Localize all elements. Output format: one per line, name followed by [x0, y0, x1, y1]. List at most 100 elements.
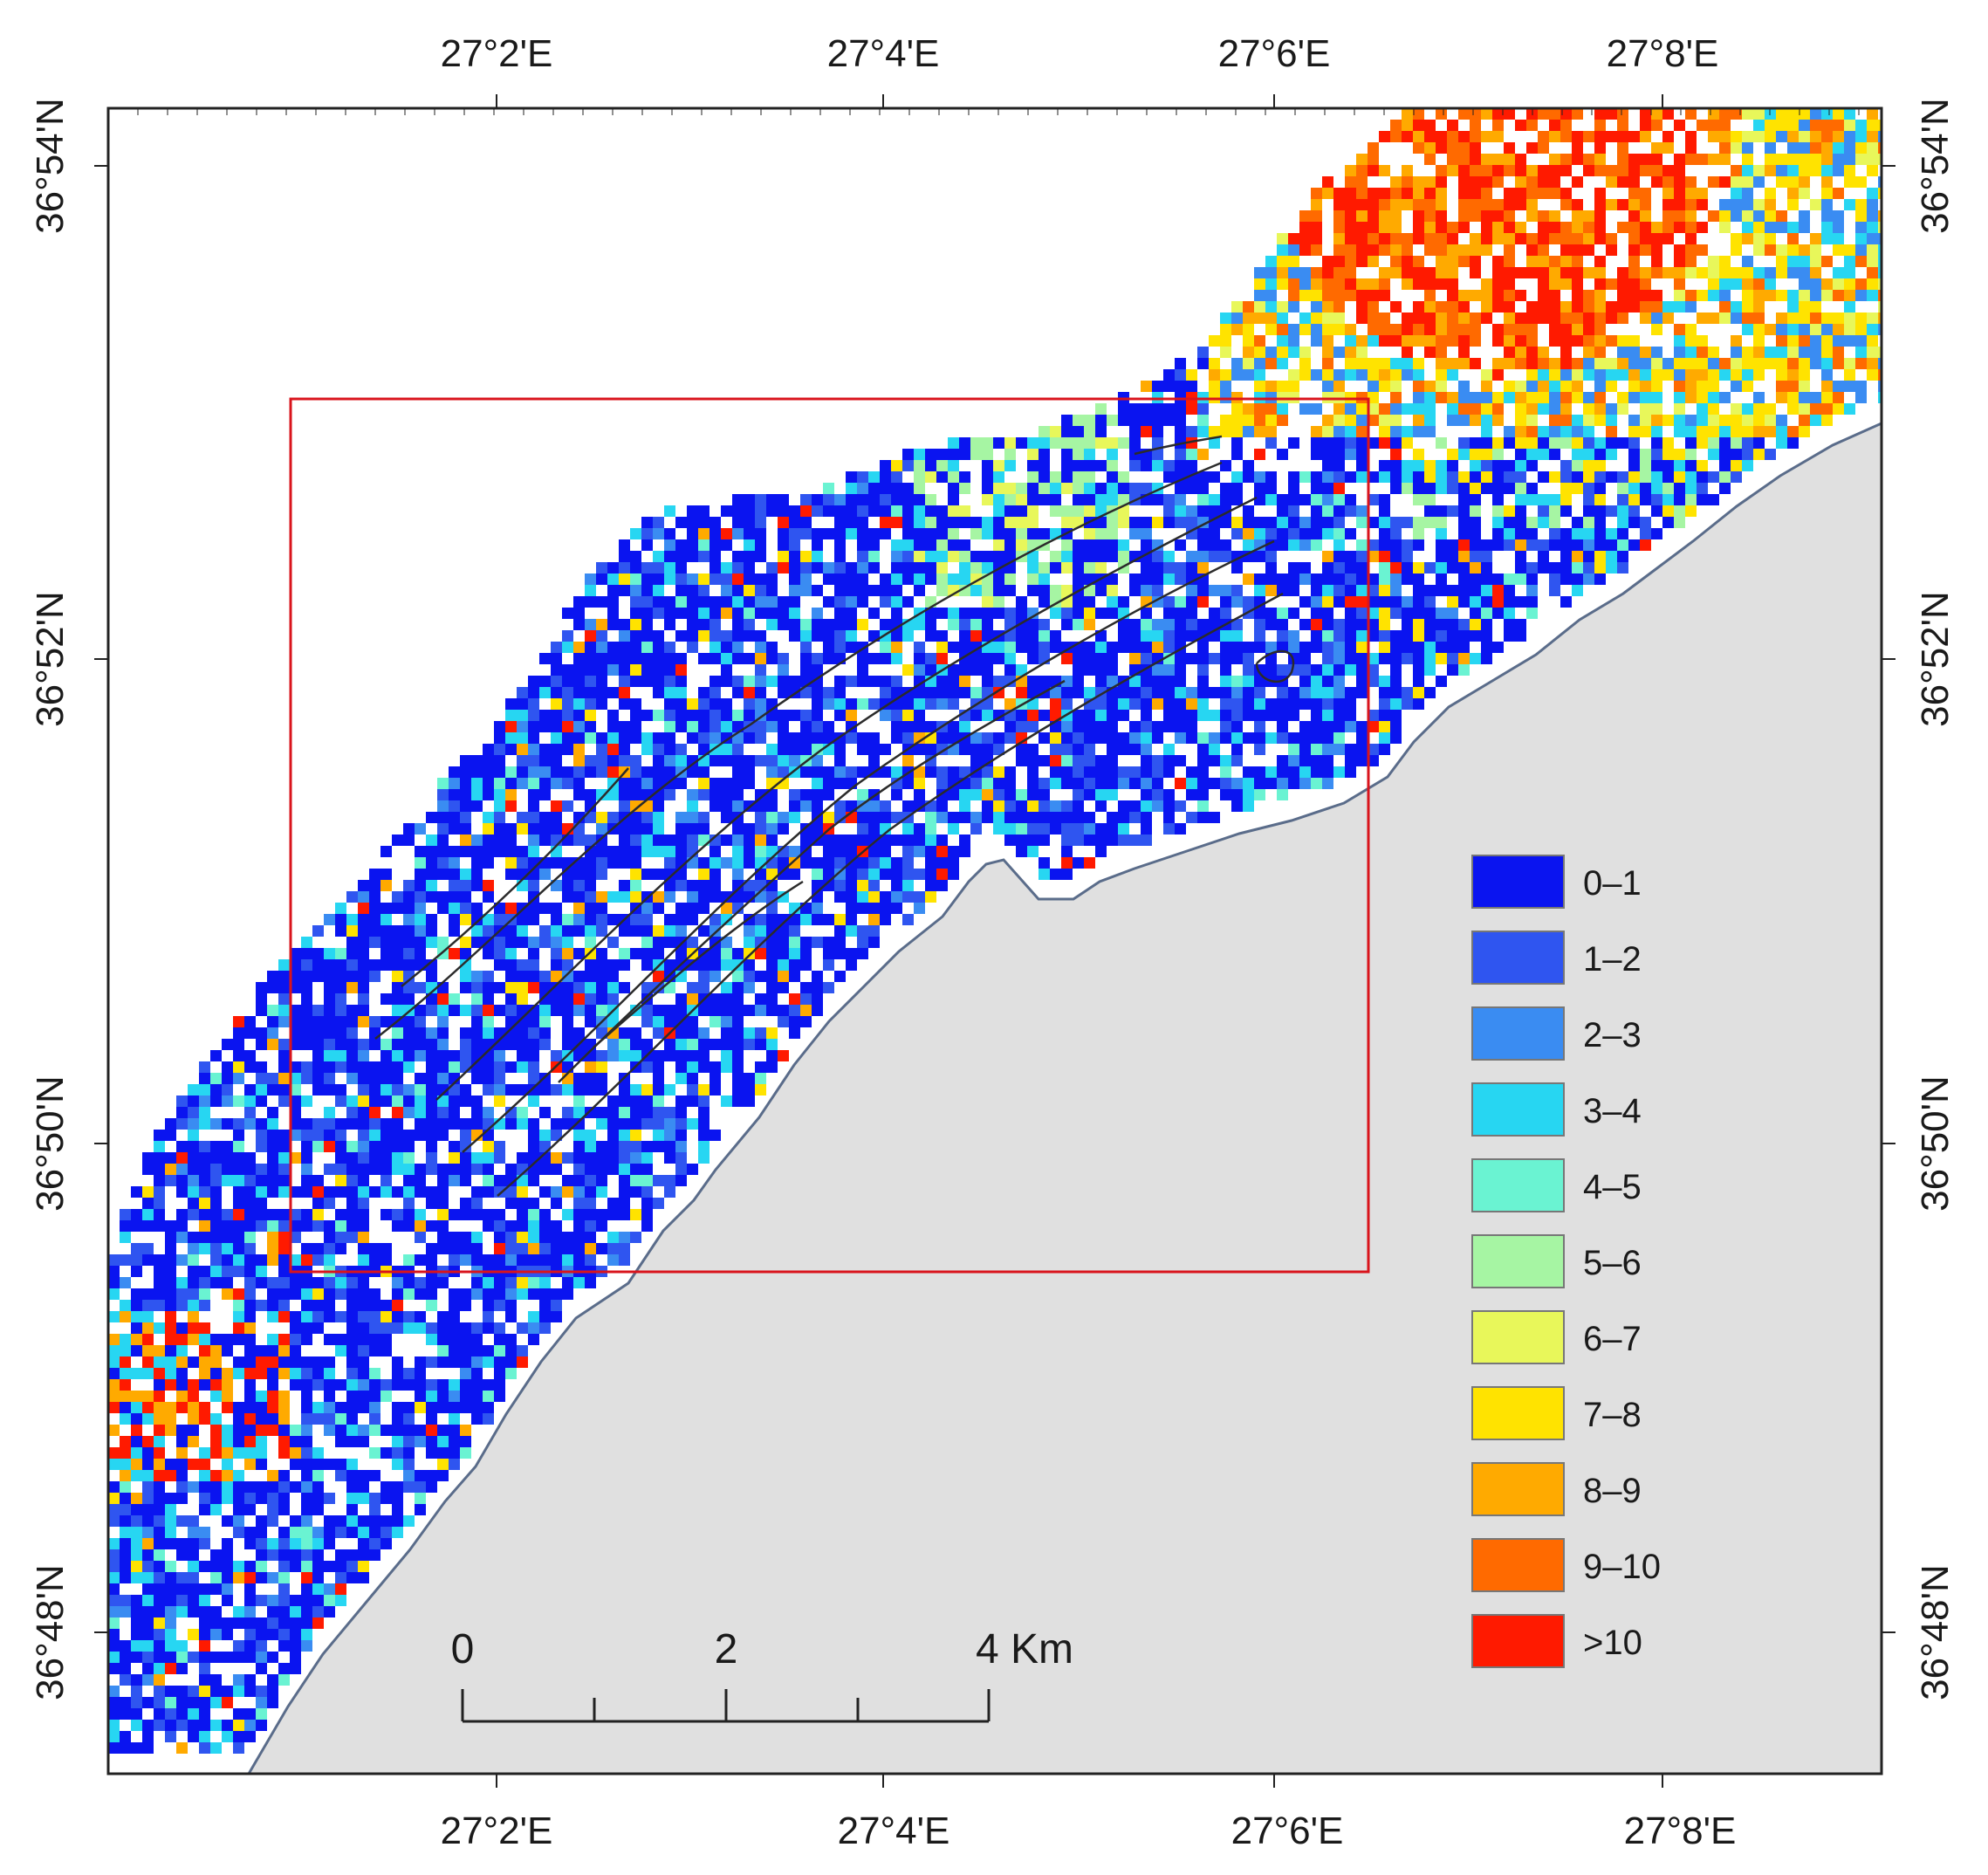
deformation-cell	[1311, 199, 1322, 210]
deformation-cell	[1333, 222, 1345, 233]
deformation-cell	[108, 1697, 120, 1708]
deformation-cell	[528, 903, 539, 914]
deformation-cell	[415, 846, 426, 857]
deformation-cell	[1436, 573, 1447, 585]
deformation-cell	[1061, 449, 1073, 460]
deformation-cell	[755, 642, 766, 653]
deformation-cell	[528, 812, 539, 823]
deformation-cell	[607, 619, 619, 630]
deformation-cell	[358, 1493, 369, 1504]
deformation-cell	[800, 494, 812, 505]
deformation-cell	[346, 1027, 358, 1039]
deformation-cell	[1254, 415, 1265, 426]
deformation-cell	[369, 1118, 380, 1130]
deformation-cell	[222, 1254, 233, 1266]
deformation-cell	[278, 1447, 290, 1459]
deformation-cell	[471, 971, 483, 982]
deformation-cell	[1016, 755, 1027, 766]
deformation-cell	[1175, 608, 1186, 619]
deformation-cell	[301, 1073, 312, 1084]
deformation-cell	[415, 1504, 426, 1515]
deformation-cell	[868, 551, 880, 562]
deformation-cell	[301, 993, 312, 1005]
deformation-cell	[1209, 755, 1220, 766]
deformation-cell	[142, 1345, 154, 1356]
deformation-cell	[290, 1663, 301, 1674]
deformation-cell	[607, 982, 619, 993]
deformation-cell	[823, 880, 834, 891]
deformation-cell	[619, 789, 630, 800]
deformation-cell	[823, 528, 834, 539]
deformation-cell	[1073, 562, 1084, 573]
deformation-cell	[154, 1322, 165, 1334]
deformation-cell	[154, 1527, 165, 1538]
deformation-cell	[698, 585, 710, 596]
deformation-cell	[891, 880, 902, 891]
deformation-cell	[1288, 562, 1299, 573]
deformation-cell	[562, 880, 573, 891]
deformation-cell	[653, 1118, 664, 1130]
deformation-cell	[834, 857, 846, 869]
deformation-cell	[641, 982, 653, 993]
deformation-cell	[471, 1345, 483, 1356]
deformation-cell	[812, 993, 823, 1005]
deformation-cell	[698, 1141, 710, 1152]
deformation-cell	[1141, 630, 1152, 642]
deformation-cell	[778, 1005, 789, 1016]
deformation-cell	[789, 937, 800, 948]
deformation-cell	[415, 925, 426, 937]
deformation-cell	[619, 800, 630, 812]
deformation-cell	[800, 903, 812, 914]
deformation-cell	[301, 1617, 312, 1629]
deformation-cell	[1379, 233, 1390, 244]
deformation-cell	[1458, 222, 1470, 233]
deformation-cell	[199, 1266, 210, 1277]
deformation-cell	[744, 1095, 755, 1107]
deformation-cell	[392, 948, 403, 959]
deformation-cell	[483, 755, 494, 766]
deformation-cell	[562, 1152, 573, 1164]
deformation-cell	[1265, 278, 1277, 290]
deformation-cell	[857, 766, 868, 778]
deformation-cell	[812, 766, 823, 778]
deformation-cell	[154, 1436, 165, 1447]
deformation-cell	[675, 698, 687, 710]
deformation-cell	[517, 1039, 528, 1050]
deformation-cell	[834, 948, 846, 959]
deformation-cell	[131, 1311, 142, 1322]
deformation-cell	[1197, 619, 1209, 630]
deformation-cell	[891, 596, 902, 608]
deformation-cell	[585, 1016, 596, 1027]
deformation-cell	[653, 1027, 664, 1039]
deformation-cell	[812, 732, 823, 744]
deformation-cell	[641, 1095, 653, 1107]
deformation-cell	[324, 1186, 335, 1198]
deformation-cell	[1254, 312, 1265, 324]
deformation-cell	[630, 948, 641, 959]
deformation-cell	[1402, 596, 1413, 608]
deformation-cell	[120, 1538, 131, 1549]
deformation-cell	[346, 1209, 358, 1220]
deformation-cell	[108, 1572, 120, 1583]
deformation-cell	[1402, 403, 1413, 415]
deformation-cell	[1243, 664, 1254, 676]
deformation-cell	[1050, 755, 1061, 766]
deformation-cell	[494, 1152, 505, 1164]
deformation-cell	[880, 676, 891, 687]
deformation-cell	[176, 1232, 188, 1243]
deformation-cell	[120, 1220, 131, 1232]
deformation-cell	[1447, 653, 1458, 664]
deformation-cell	[437, 1073, 449, 1084]
deformation-cell	[1379, 199, 1390, 210]
deformation-cell	[675, 630, 687, 642]
deformation-cell	[1186, 630, 1197, 642]
deformation-cell	[641, 903, 653, 914]
deformation-cell	[1265, 573, 1277, 585]
deformation-cell	[562, 732, 573, 744]
deformation-cell	[1299, 267, 1311, 278]
deformation-cell	[551, 812, 562, 823]
deformation-cell	[1413, 108, 1424, 120]
deformation-cell	[1413, 573, 1424, 585]
deformation-cell	[721, 1039, 732, 1050]
deformation-cell	[108, 1379, 120, 1391]
